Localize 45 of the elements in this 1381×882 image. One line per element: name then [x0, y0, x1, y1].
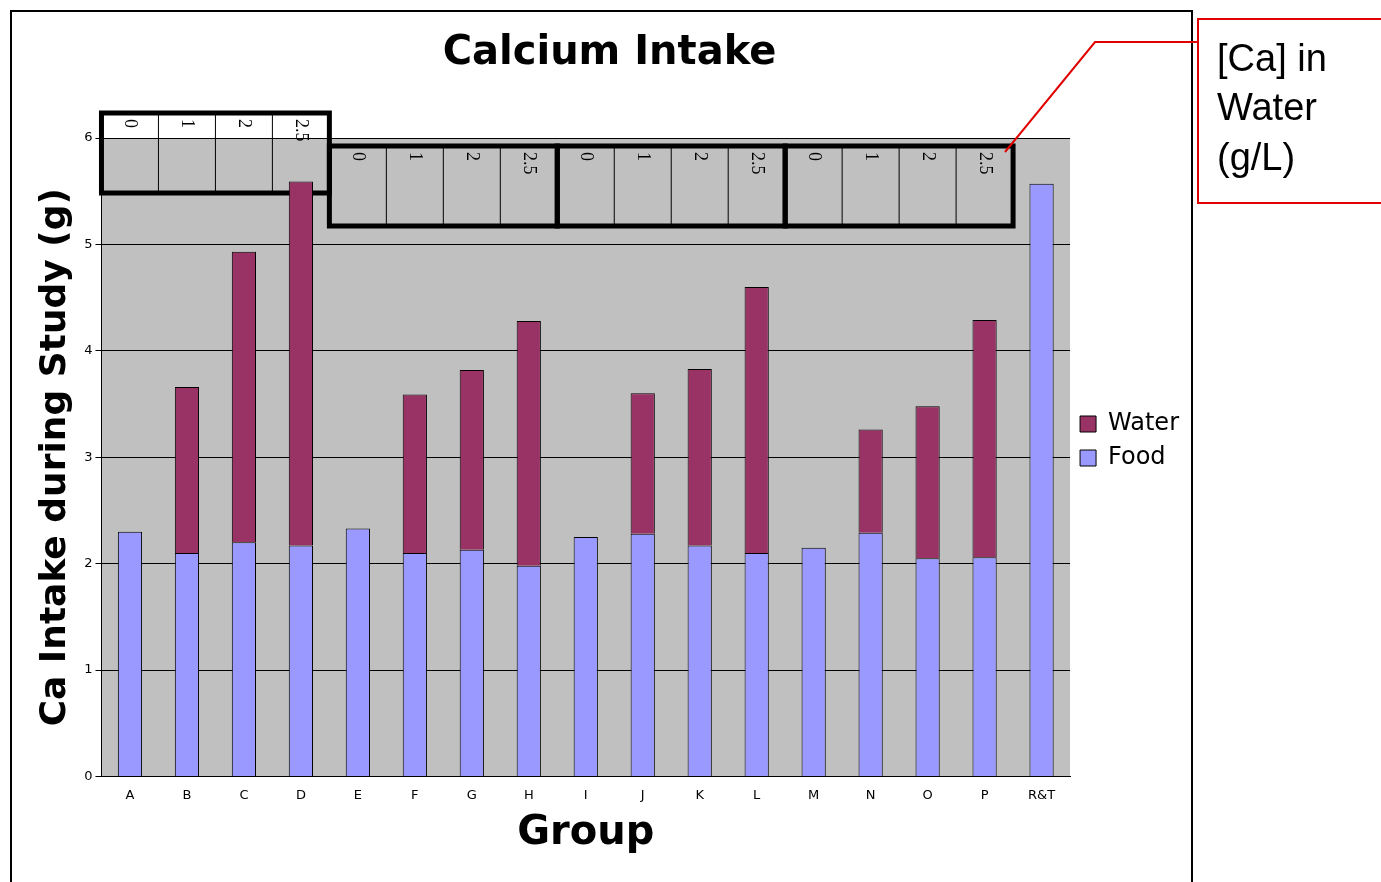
text: 2: [235, 119, 256, 128]
annotation: 2: [690, 152, 711, 161]
x-tick-label: B: [182, 786, 192, 802]
x-tick-label: H: [523, 786, 534, 802]
text: 0: [121, 119, 142, 128]
chart-title: Calcium Intake: [442, 27, 777, 74]
legend-label: Water: [1108, 408, 1180, 437]
y-tick-label: 3: [84, 448, 93, 464]
x-tick-label: K: [695, 786, 705, 802]
y-tick-label: 4: [84, 342, 93, 358]
x-tick-label: N: [865, 786, 876, 802]
x-tick-label: L: [753, 786, 762, 802]
y-tick-label: 1: [84, 661, 93, 677]
x-tick-label: I: [583, 786, 588, 802]
x-tick-label: J: [639, 786, 645, 802]
annotation: 2: [918, 152, 939, 161]
annotation: 2.5: [975, 152, 996, 175]
x-tick-label: E: [353, 786, 362, 802]
x-tick-label: F: [411, 786, 419, 802]
x-tick-label: P: [980, 786, 989, 802]
annotation: 2.5: [747, 152, 768, 175]
text: 1: [178, 119, 199, 128]
annotation: 2: [463, 152, 484, 161]
annotation: 0: [577, 152, 598, 161]
annotation: 2.5: [520, 152, 541, 175]
annotation: 1: [861, 152, 882, 161]
x-tick-label: C: [239, 786, 249, 802]
y-tick-label: 6: [84, 129, 93, 145]
annotation: 0: [349, 152, 370, 161]
text: [Ca] in Water (g/L): [1197, 18, 1381, 204]
y-tick-label: 5: [84, 235, 93, 251]
x-tick-label: R&T: [1028, 786, 1056, 802]
y-axis-title: Ca Intake during Study (g): [31, 188, 73, 727]
annotation: 1: [406, 152, 427, 161]
x-tick-label: D: [295, 786, 306, 802]
x-tick-label: M: [808, 786, 820, 802]
x-tick-label: G: [466, 786, 477, 802]
legend-label: Food: [1108, 442, 1166, 471]
x-tick-label: O: [922, 786, 933, 802]
annotation: 0: [804, 152, 825, 161]
y-tick-label: 0: [84, 767, 93, 783]
x-tick-label: A: [125, 786, 135, 802]
x-axis-title: Group: [517, 807, 655, 854]
annotation: 1: [634, 152, 654, 161]
y-tick-label: 2: [84, 554, 93, 570]
